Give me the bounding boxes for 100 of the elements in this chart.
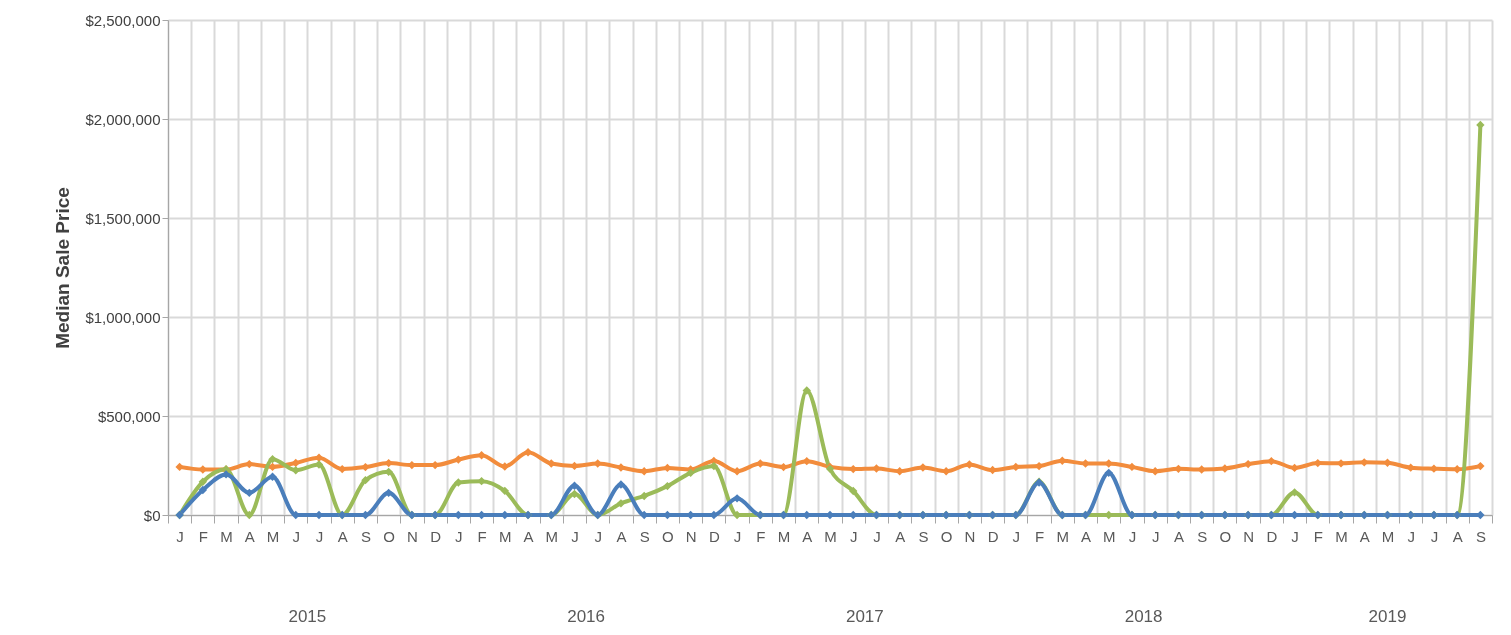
x-tick-label: J <box>733 527 742 545</box>
point <box>384 458 393 468</box>
x-tick-label: F <box>756 527 766 545</box>
point <box>477 451 486 460</box>
x-tick-label: M <box>499 527 512 545</box>
x-tick-label: A <box>244 527 255 545</box>
point <box>616 480 626 489</box>
y-tick-label: $500,000 <box>97 407 161 425</box>
x-tick-label: M <box>777 527 791 545</box>
x-tick-label: J <box>455 527 463 545</box>
x-tick-label: J <box>315 527 324 545</box>
point <box>732 494 742 503</box>
point <box>849 486 858 496</box>
point <box>570 489 579 499</box>
x-tick-label: J <box>176 527 184 545</box>
point <box>500 462 509 471</box>
x-tick-label: M <box>1381 527 1395 545</box>
x-tick-label: A <box>1081 527 1092 545</box>
y-axis-title: Median Sale Price <box>52 187 74 349</box>
x-tick-label: S <box>1197 527 1208 545</box>
point <box>361 475 370 485</box>
point <box>268 462 277 472</box>
point <box>802 386 811 395</box>
text: 2018 <box>1124 607 1163 626</box>
x-tick-label: A <box>895 527 906 545</box>
x-tick-label: F <box>198 527 208 545</box>
y-tick-label: $1,000,000 <box>85 308 161 326</box>
point <box>198 477 208 486</box>
x-tick-label: S <box>918 527 929 545</box>
x-tick-label: M <box>545 527 559 545</box>
x-tick-label: F <box>477 527 487 545</box>
y-tick-label: $2,000,000 <box>85 110 161 128</box>
point <box>732 467 742 476</box>
x-tick-label: J <box>1407 527 1415 545</box>
x-tick-label: J <box>1128 527 1137 545</box>
point <box>268 454 277 464</box>
point <box>1290 488 1299 497</box>
point <box>245 488 254 498</box>
x-tick-label: J <box>873 527 881 545</box>
x-tick-label: A <box>523 527 534 545</box>
x-tick-label: N <box>685 527 697 545</box>
x-tick-label: D <box>1266 527 1278 545</box>
point <box>639 491 649 501</box>
x-tick-label: A <box>802 527 813 545</box>
x-tick-label: A <box>1452 527 1463 545</box>
x-tick-label: N <box>1243 527 1255 545</box>
x-tick-label: J <box>1291 527 1299 545</box>
x-tick-label: D <box>708 527 720 545</box>
point <box>1383 458 1392 467</box>
text: 2016 <box>567 607 606 626</box>
x-tick-label: O <box>1219 527 1232 545</box>
x-tick-label: F <box>1313 527 1323 545</box>
x-tick-label: A <box>616 527 627 545</box>
point <box>268 472 277 481</box>
text: 2015 <box>288 607 327 626</box>
x-tick-label: J <box>1012 527 1021 545</box>
x-tick-label: J <box>849 527 858 545</box>
x-tick-label: S <box>1475 527 1486 545</box>
x-tick-label: D <box>987 527 999 545</box>
y-tick-label: $2,500,000 <box>85 11 161 29</box>
x-tick-label: D <box>430 527 442 545</box>
x-tick-label: J <box>1151 527 1160 545</box>
point <box>500 486 509 496</box>
x-tick-label: N <box>964 527 976 545</box>
x-tick-label: J <box>1430 527 1439 545</box>
text: 2019 <box>1368 607 1407 626</box>
x-tick-label: M <box>266 527 280 545</box>
y-tick-label: $1,500,000 <box>85 209 161 227</box>
x-tick-label: M <box>824 527 837 545</box>
x-tick-label: J <box>594 527 602 545</box>
point <box>291 466 300 475</box>
point <box>686 468 695 478</box>
point <box>175 462 184 472</box>
point <box>198 485 208 495</box>
point <box>1290 463 1299 473</box>
x-tick-label: M <box>1056 527 1070 545</box>
point <box>1104 468 1113 478</box>
point <box>570 481 579 490</box>
point <box>361 462 370 472</box>
x-tick-label: N <box>406 527 418 545</box>
x-tick-label: J <box>571 527 579 545</box>
x-tick-label: A <box>337 527 348 545</box>
x-tick-label: M <box>220 527 233 545</box>
y-tick-label: $0 <box>143 506 161 524</box>
point <box>663 481 672 491</box>
x-tick-label: M <box>1335 527 1348 545</box>
x-tick-label: J <box>292 527 300 545</box>
x-tick-label: A <box>1173 527 1184 545</box>
point <box>384 488 393 498</box>
x-tick-label: O <box>662 527 674 545</box>
x-tick-label: M <box>1102 527 1116 545</box>
x-tick-label: A <box>1359 527 1370 545</box>
point <box>291 458 300 468</box>
text: 2017 <box>845 607 884 626</box>
point <box>779 462 788 472</box>
x-tick-label: S <box>360 527 371 545</box>
point <box>616 499 626 508</box>
point <box>1476 461 1485 471</box>
point <box>245 510 254 520</box>
x-tick-label: S <box>639 527 650 545</box>
